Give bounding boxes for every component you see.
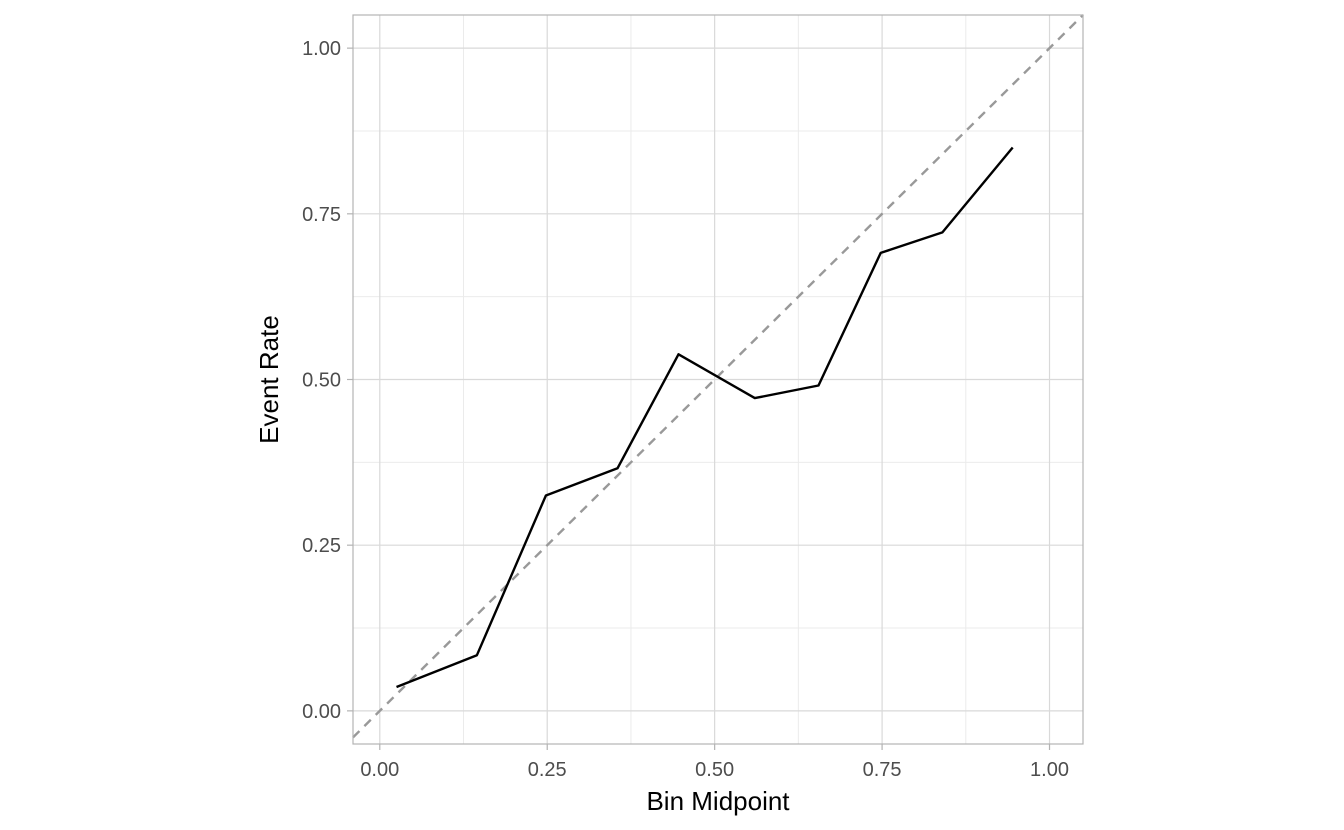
y-tick-label-4: 1.00 [302, 38, 341, 60]
y-axis-title: Event Rate [254, 315, 284, 444]
x-tick-label-1: 0.25 [528, 759, 567, 781]
series-line-0 [396, 146, 1014, 689]
x-tick-label-3: 0.75 [863, 759, 902, 781]
y-tick-label-2: 0.50 [302, 370, 341, 392]
x-tick-label-2: 0.50 [695, 759, 734, 781]
y-tick-label-3: 0.75 [302, 204, 341, 226]
x-tick-label-0: 0.00 [360, 759, 399, 781]
y-tick-label-0: 0.00 [302, 701, 341, 723]
x-axis-ticks: 0.00 0.25 0.50 0.75 1.00 [360, 744, 1069, 781]
y-tick-label-1: 0.25 [302, 535, 341, 557]
x-axis-title: Bin Midpoint [646, 786, 790, 816]
major-gridlines [353, 15, 1083, 744]
x-tick-label-4: 1.00 [1030, 759, 1069, 781]
y-axis-ticks: 0.00 0.25 0.50 0.75 1.00 [302, 38, 353, 723]
series-layer [396, 146, 1014, 689]
